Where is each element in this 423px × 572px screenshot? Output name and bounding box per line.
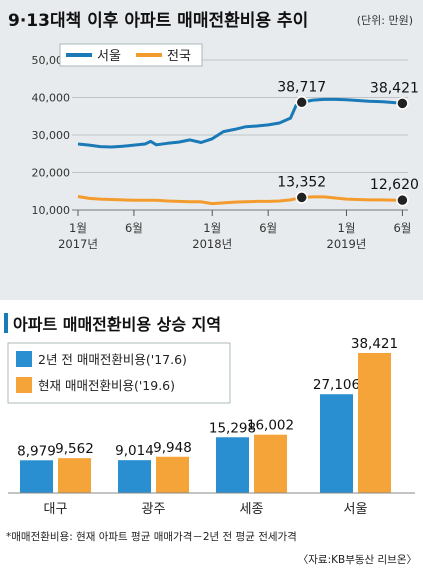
footnote: *매매전환비용: 현재 아파트 평균 매매가격－2년 전 평균 전세가격: [6, 530, 297, 543]
y-tick-label: 30,000: [32, 129, 71, 142]
source-note: 〈자료:KB부동산 리브온〉: [298, 554, 417, 566]
legend-box: [59, 43, 203, 67]
x-year-label: 2019년: [327, 237, 367, 251]
unit-note: (단위: 만원): [357, 14, 413, 27]
y-tick-label: 20,000: [32, 167, 71, 180]
bar-대구-0: [20, 460, 53, 493]
series-line-서울: [77, 97, 403, 149]
bar-세종-1: [254, 434, 287, 493]
category-label: 광주: [142, 502, 166, 517]
bar-value-label: 38,421: [351, 336, 398, 352]
bar-서울-0: [320, 394, 353, 493]
bar-value-label: 15,298: [209, 420, 256, 436]
bar-대구-1: [58, 458, 91, 493]
bar-value-label: 16,002: [247, 418, 294, 434]
x-tick-label: 6월: [393, 221, 411, 235]
category-label: 서울: [344, 502, 368, 517]
highlight-point: [295, 191, 308, 204]
point-value-label: 38,421: [370, 80, 419, 96]
series-line-전국: [77, 195, 403, 206]
x-tick-label: 1월: [69, 221, 87, 235]
legend-label: 서울: [97, 49, 121, 64]
bar-세종-0: [216, 437, 249, 493]
bar-value-label: 9,014: [115, 443, 154, 459]
x-tick-label: 1월: [203, 221, 221, 235]
bar-value-label: 9,562: [55, 441, 94, 457]
legend-label: 전국: [167, 49, 191, 64]
bar-legend-swatch: [16, 351, 32, 367]
bar-서울-1: [358, 353, 391, 493]
bar-value-label: 9,948: [153, 440, 192, 456]
bar-legend-box: [7, 342, 231, 404]
y-tick-label: 40,000: [32, 92, 71, 105]
highlight-point: [396, 193, 409, 207]
bar-chart-title: 아파트 매매전환비용 상승 지역: [13, 315, 221, 334]
line-chart-panel: 9·13대책 이후 아파트 매매전환비용 추이 (단위: 만원) 50,000 4…: [0, 0, 423, 300]
highlight-point: [295, 96, 308, 109]
x-tick-label: 6월: [125, 221, 143, 235]
y-tick-label: 10,000: [32, 204, 71, 217]
x-tick-label: 6월: [259, 221, 277, 235]
bar-legend-swatch: [16, 377, 32, 393]
bar-title-marker: [4, 313, 8, 333]
point-value-label: 12,620: [370, 177, 419, 193]
x-year-label: 2018년: [192, 237, 232, 251]
bar-legend-label: 현재 매매전환비용('19.6): [38, 378, 175, 393]
category-label: 대구: [44, 502, 68, 517]
category-label: 세종: [240, 502, 264, 517]
line-chart: 9·13대책 이후 아파트 매매전환비용 추이 (단위: 만원) 50,0004…: [8, 10, 419, 251]
bar-chart: 아파트 매매전환비용 상승 지역 2년 전 매매전환비용('17.6) 현재 매매…: [4, 313, 417, 566]
bar-광주-1: [156, 456, 189, 493]
x-tick-label: 1월: [338, 221, 356, 235]
bar-value-label: 27,106: [313, 377, 360, 393]
x-year-label: 2017년: [58, 237, 98, 251]
highlight-point: [396, 97, 409, 110]
bar-value-label: 8,979: [17, 443, 56, 459]
bar-광주-0: [118, 460, 151, 493]
point-value-label: 13,352: [277, 174, 326, 190]
point-value-label: 38,717: [277, 79, 326, 95]
line-chart-title: 9·13대책 이후 아파트 매매전환비용 추이: [8, 10, 308, 31]
bar-chart-panel: 아파트 매매전환비용 상승 지역 2년 전 매매전환비용('17.6) 현재 매매…: [0, 303, 423, 572]
bar-legend-label: 2년 전 매매전환비용('17.6): [38, 352, 187, 367]
